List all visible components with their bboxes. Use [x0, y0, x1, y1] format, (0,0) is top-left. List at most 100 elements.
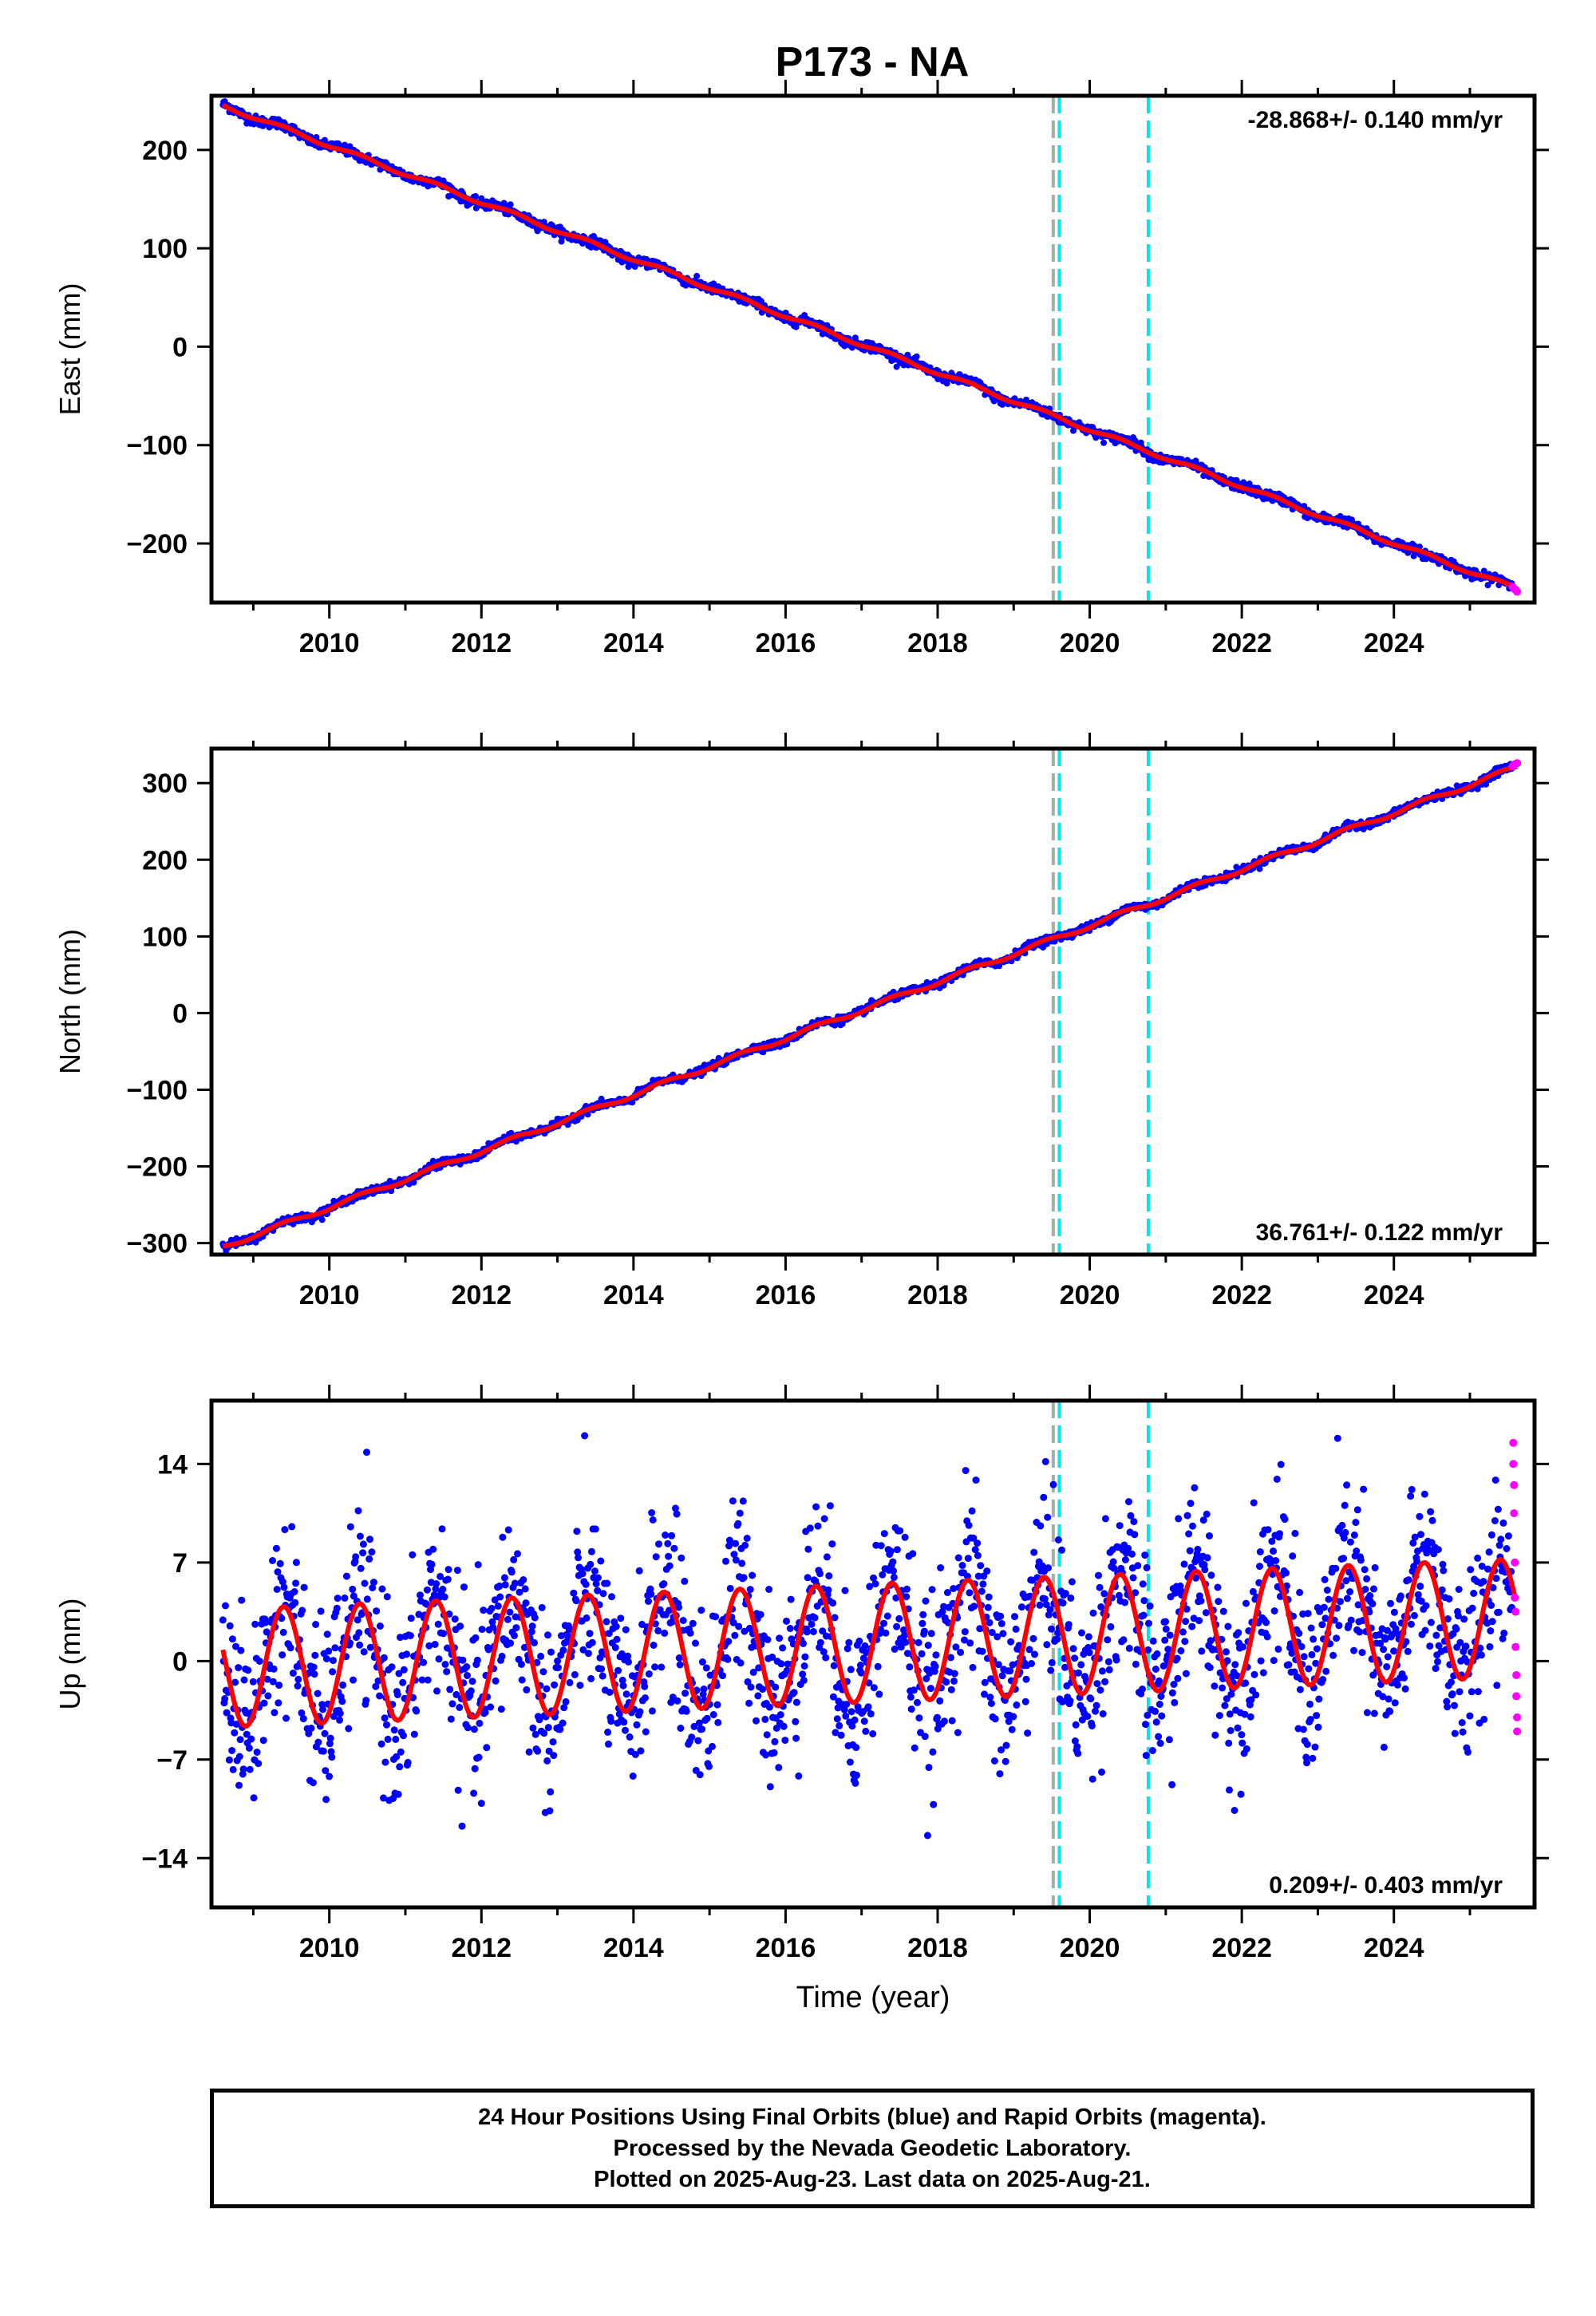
data-point	[665, 1552, 673, 1560]
data-point	[310, 1670, 318, 1678]
data-point	[247, 1735, 255, 1743]
data-point	[383, 1721, 390, 1729]
data-point	[444, 1575, 452, 1583]
data-point	[527, 1628, 535, 1636]
data-point	[329, 1668, 337, 1676]
data-point	[587, 1547, 595, 1555]
data-point	[566, 1678, 574, 1686]
data-point	[592, 1580, 600, 1587]
x-tick-label: 2016	[756, 1280, 816, 1310]
data-point	[219, 1616, 227, 1624]
data-point	[445, 1611, 453, 1618]
data-point	[611, 1644, 619, 1651]
data-point	[576, 1682, 584, 1690]
data-point	[749, 1571, 757, 1579]
data-point	[570, 1589, 578, 1597]
data-point	[712, 1613, 720, 1621]
data-point	[531, 1730, 539, 1738]
data-point	[406, 1632, 414, 1639]
data-point	[362, 1697, 370, 1705]
data-point	[753, 1717, 760, 1725]
data-point	[223, 1709, 231, 1717]
data-point	[361, 1579, 369, 1587]
data-point	[607, 1717, 615, 1725]
x-tick-label: 2014	[603, 1280, 664, 1310]
data-point	[310, 1663, 318, 1671]
data-point	[440, 1630, 448, 1638]
data-point	[395, 1670, 403, 1678]
data-point	[658, 1663, 666, 1671]
data-point	[459, 1656, 467, 1664]
data-point	[645, 1598, 652, 1605]
data-point	[346, 1639, 354, 1647]
data-point	[507, 1639, 515, 1647]
data-point	[464, 1672, 471, 1679]
data-point	[474, 1561, 482, 1569]
data-point	[714, 1718, 722, 1726]
data-point	[754, 1692, 762, 1700]
data-point	[736, 1509, 744, 1517]
data-point	[763, 1731, 771, 1739]
data-point	[488, 1618, 496, 1626]
data-point	[314, 1690, 322, 1697]
data-point	[1349, 516, 1355, 524]
data-point	[394, 1790, 402, 1798]
data-point	[456, 1622, 464, 1630]
data-point	[435, 1655, 443, 1663]
data-point	[625, 1658, 632, 1666]
data-point	[675, 1603, 682, 1611]
data-point	[681, 1690, 689, 1697]
data-point	[564, 1632, 572, 1640]
data-point	[613, 1635, 621, 1643]
data-point	[501, 1581, 509, 1589]
data-point	[587, 1674, 595, 1682]
data-point	[281, 1526, 289, 1534]
data-point	[591, 1525, 599, 1533]
data-point	[606, 1689, 614, 1696]
data-point	[350, 1592, 358, 1600]
data-point	[583, 1614, 591, 1622]
data-point	[355, 1629, 363, 1637]
data-point	[743, 1535, 751, 1542]
data-point	[498, 1652, 506, 1660]
data-point	[354, 1507, 362, 1515]
data-point	[518, 1676, 526, 1684]
data-point	[511, 1579, 519, 1587]
data-point	[893, 363, 900, 370]
data-point	[587, 1560, 595, 1568]
data-point	[678, 1554, 685, 1562]
x-tick-label: 2022	[1211, 628, 1272, 658]
data-point	[698, 1658, 706, 1666]
data-point	[365, 1555, 373, 1563]
data-point	[762, 1751, 770, 1759]
data-point	[679, 1617, 687, 1624]
data-point	[660, 1580, 668, 1587]
x-tick-label: 2024	[1364, 628, 1424, 658]
data-point	[673, 1510, 681, 1518]
data-point	[571, 1670, 579, 1678]
data-point	[741, 1541, 749, 1549]
data-point	[259, 1737, 267, 1745]
data-point	[425, 1642, 433, 1650]
data-point	[641, 1682, 649, 1690]
data-point	[262, 1618, 270, 1626]
data-point	[591, 1567, 598, 1575]
data-point	[747, 1683, 755, 1691]
data-point	[615, 1710, 623, 1718]
data-point	[237, 1646, 245, 1654]
data-point	[740, 1574, 748, 1582]
data-point	[734, 1520, 742, 1528]
data-point	[377, 1740, 385, 1748]
data-point	[222, 1602, 229, 1610]
data-point	[437, 1572, 444, 1580]
y-tick-label: 100	[142, 234, 188, 264]
data-point	[480, 1607, 488, 1614]
data-point	[666, 1562, 674, 1570]
data-point	[428, 1560, 436, 1568]
data-point	[330, 1713, 338, 1721]
data-point	[668, 1531, 676, 1539]
data-point	[631, 263, 638, 270]
data-point	[244, 1666, 252, 1674]
y-tick-label: 100	[142, 922, 188, 952]
